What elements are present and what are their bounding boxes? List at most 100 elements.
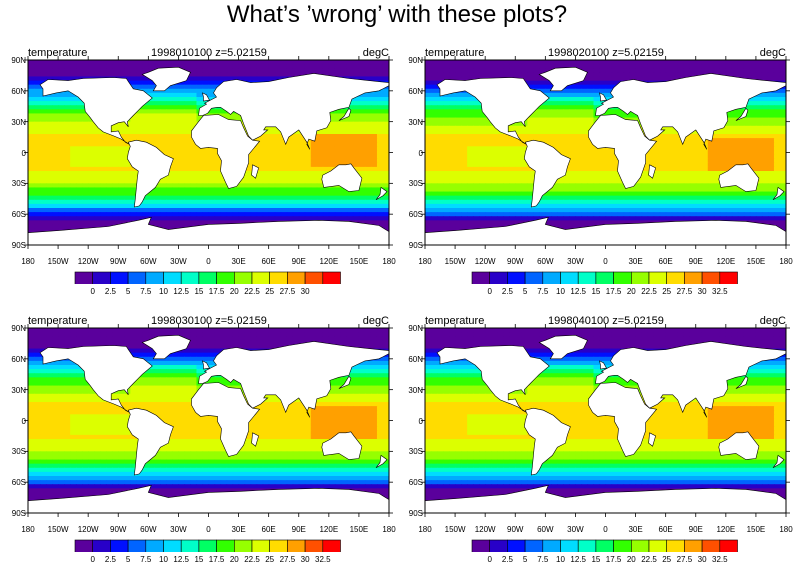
lat-tick-label: 30N [0, 386, 26, 395]
variable-label: temperature [28, 47, 87, 59]
colorbar-swatch [684, 540, 702, 552]
lon-tick-label: 180 [771, 525, 794, 534]
colorbar-swatch [305, 540, 323, 552]
lat-tick-label: 30N [397, 118, 423, 127]
units-label: degC [760, 47, 786, 59]
lon-tick-label: 60W [133, 257, 163, 266]
lon-tick-label: 120W [470, 525, 500, 534]
units-label: degC [760, 315, 786, 327]
lon-tick-label: 90E [284, 525, 314, 534]
lon-tick-label: 60E [254, 525, 284, 534]
lat-tick-label: 60S [0, 478, 26, 487]
lon-tick-label: 180 [410, 257, 440, 266]
colorbar-swatch [507, 540, 525, 552]
colorbar [75, 540, 341, 552]
colorbar-swatch [720, 540, 738, 552]
lon-tick-label: 150W [43, 525, 73, 534]
lon-tick-label: 90E [681, 525, 711, 534]
lon-tick-label: 30W [163, 525, 193, 534]
lat-tick-label: 60S [397, 210, 423, 219]
lon-tick-label: 180 [13, 525, 43, 534]
colorbar-label: 32.5 [708, 555, 732, 564]
colorbar-swatch [596, 540, 614, 552]
lat-tick-label: 60S [0, 210, 26, 219]
lon-tick-label: 90W [103, 257, 133, 266]
colorbar-swatch [649, 540, 667, 552]
lon-tick-label: 90W [103, 525, 133, 534]
time-level-label: 1998020100 z=5.02159 [548, 47, 664, 59]
lon-tick-label: 0 [194, 257, 224, 266]
lon-tick-label: 60W [133, 525, 163, 534]
lon-tick-label: 150W [43, 257, 73, 266]
lon-tick-label: 150E [344, 257, 374, 266]
lon-tick-label: 150E [344, 525, 374, 534]
lon-tick-label: 30W [163, 257, 193, 266]
lon-tick-label: 60W [530, 257, 560, 266]
lon-tick-label: 120E [314, 257, 344, 266]
colorbar-swatch [93, 540, 111, 552]
lat-tick-label: 0 [397, 417, 423, 426]
lat-tick-label: 30S [397, 179, 423, 188]
lat-tick-label: 0 [0, 149, 26, 158]
units-label: degC [363, 47, 389, 59]
lon-tick-label: 60E [651, 525, 681, 534]
time-level-label: 1998030100 z=5.02159 [151, 315, 267, 327]
colorbar-swatch [702, 540, 720, 552]
lon-tick-label: 90E [681, 257, 711, 266]
colorbar-swatch [164, 540, 182, 552]
colorbar-swatch [525, 540, 543, 552]
lon-tick-label: 0 [591, 525, 621, 534]
lat-tick-label: 90N [397, 56, 423, 65]
lon-tick-label: 180 [13, 257, 43, 266]
lon-tick-label: 150E [741, 257, 771, 266]
lon-tick-label: 120E [711, 257, 741, 266]
variable-label: temperature [28, 315, 87, 327]
colorbar-swatch [472, 540, 490, 552]
lat-tick-label: 60N [0, 355, 26, 364]
lat-tick-label: 30S [397, 447, 423, 456]
map-panel-apr: temperature 1998040100 z=5.02159 degC 90… [397, 282, 794, 552]
lat-tick-label: 30S [0, 179, 26, 188]
lat-tick-label: 0 [397, 149, 423, 158]
colorbar-swatch [128, 540, 146, 552]
colorbar [472, 540, 738, 552]
lon-tick-label: 180 [771, 257, 794, 266]
lon-tick-label: 60E [254, 257, 284, 266]
lat-tick-label: 30N [397, 386, 423, 395]
map-panel-mar: temperature 1998030100 z=5.02159 degC 90… [0, 282, 397, 552]
lat-tick-label: 60S [397, 478, 423, 487]
colorbar-swatch [110, 540, 128, 552]
colorbar-swatch [270, 540, 288, 552]
lon-tick-label: 90E [284, 257, 314, 266]
lon-tick-label: 120W [73, 257, 103, 266]
lat-tick-label: 90N [0, 324, 26, 333]
lat-tick-label: 60N [0, 87, 26, 96]
colorbar-swatch [252, 540, 270, 552]
lon-tick-label: 120W [470, 257, 500, 266]
lat-tick-label: 30N [0, 118, 26, 127]
colorbar-swatch [199, 540, 217, 552]
time-level-label: 1998010100 z=5.02159 [151, 47, 267, 59]
colorbar-swatch [323, 540, 341, 552]
colorbar-swatch [181, 540, 199, 552]
lon-tick-label: 30E [621, 257, 651, 266]
colorbar-swatch [578, 540, 596, 552]
map-panel-jan: temperature 1998010100 z=5.02159 degC 90… [0, 14, 397, 284]
lon-tick-label: 30W [560, 525, 590, 534]
lat-tick-label: 60N [397, 87, 423, 96]
colorbar-swatch [75, 540, 93, 552]
lon-tick-label: 30E [224, 525, 254, 534]
lat-tick-label: 90S [397, 509, 423, 518]
lon-tick-label: 120E [314, 525, 344, 534]
lon-tick-label: 0 [194, 525, 224, 534]
lon-tick-label: 120W [73, 525, 103, 534]
lon-tick-label: 90W [500, 257, 530, 266]
lon-tick-label: 90W [500, 525, 530, 534]
lat-tick-label: 90N [0, 56, 26, 65]
colorbar-swatch [234, 540, 252, 552]
colorbar-swatch [614, 540, 632, 552]
lon-tick-label: 60W [530, 525, 560, 534]
variable-label: temperature [425, 47, 484, 59]
time-level-label: 1998040100 z=5.02159 [548, 315, 664, 327]
lat-tick-label: 60N [397, 355, 423, 364]
